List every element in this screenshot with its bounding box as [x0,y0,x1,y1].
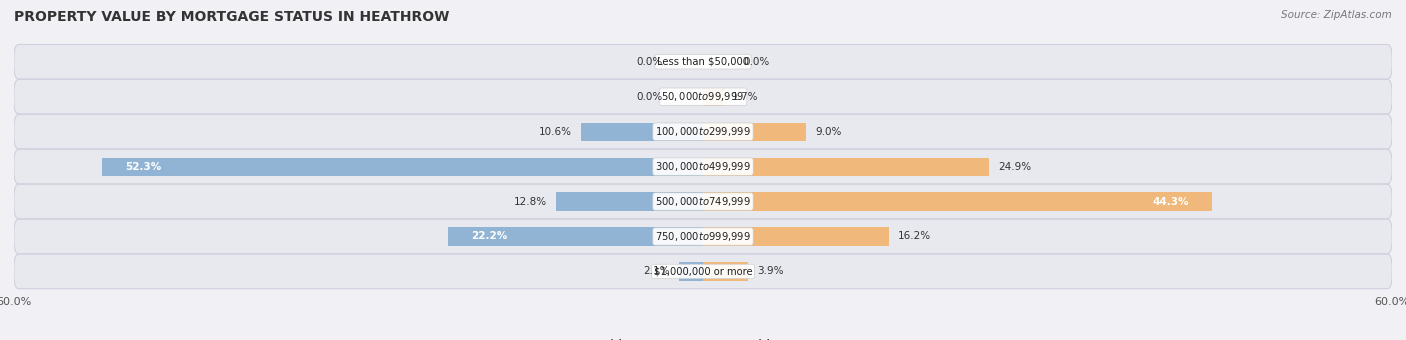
Bar [703,227,889,245]
FancyBboxPatch shape [14,45,1392,79]
Text: 12.8%: 12.8% [513,197,547,206]
Bar [449,227,703,245]
Bar [703,192,1212,210]
FancyBboxPatch shape [14,80,1392,114]
Text: 0.0%: 0.0% [637,92,662,102]
Text: 16.2%: 16.2% [898,232,931,241]
Bar [555,192,703,210]
Text: $50,000 to $99,999: $50,000 to $99,999 [661,90,745,103]
Bar [703,123,807,141]
Text: $500,000 to $749,999: $500,000 to $749,999 [655,195,751,208]
Text: PROPERTY VALUE BY MORTGAGE STATUS IN HEATHROW: PROPERTY VALUE BY MORTGAGE STATUS IN HEA… [14,10,450,24]
Bar [703,88,723,106]
FancyBboxPatch shape [14,184,1392,219]
Text: 10.6%: 10.6% [538,127,572,137]
Text: $750,000 to $999,999: $750,000 to $999,999 [655,230,751,243]
Text: 9.0%: 9.0% [815,127,842,137]
Text: 3.9%: 3.9% [756,267,783,276]
Legend: Without Mortgage, With Mortgage: Without Mortgage, With Mortgage [567,335,839,340]
FancyBboxPatch shape [14,219,1392,254]
Bar [581,123,703,141]
Text: 24.9%: 24.9% [998,162,1031,172]
Text: 52.3%: 52.3% [125,162,162,172]
Bar [703,157,988,176]
Text: Source: ZipAtlas.com: Source: ZipAtlas.com [1281,10,1392,20]
Text: 2.1%: 2.1% [643,267,669,276]
FancyBboxPatch shape [14,114,1392,149]
FancyBboxPatch shape [14,254,1392,289]
Text: 1.7%: 1.7% [731,92,758,102]
Text: $1,000,000 or more: $1,000,000 or more [654,267,752,276]
Bar [679,262,703,280]
Text: 0.0%: 0.0% [637,57,662,67]
Text: $100,000 to $299,999: $100,000 to $299,999 [655,125,751,138]
Text: 44.3%: 44.3% [1152,197,1188,206]
Text: $300,000 to $499,999: $300,000 to $499,999 [655,160,751,173]
Text: 0.0%: 0.0% [744,57,769,67]
Bar [703,262,748,280]
Bar [103,157,703,176]
FancyBboxPatch shape [14,149,1392,184]
Text: Less than $50,000: Less than $50,000 [657,57,749,67]
Text: 22.2%: 22.2% [471,232,508,241]
